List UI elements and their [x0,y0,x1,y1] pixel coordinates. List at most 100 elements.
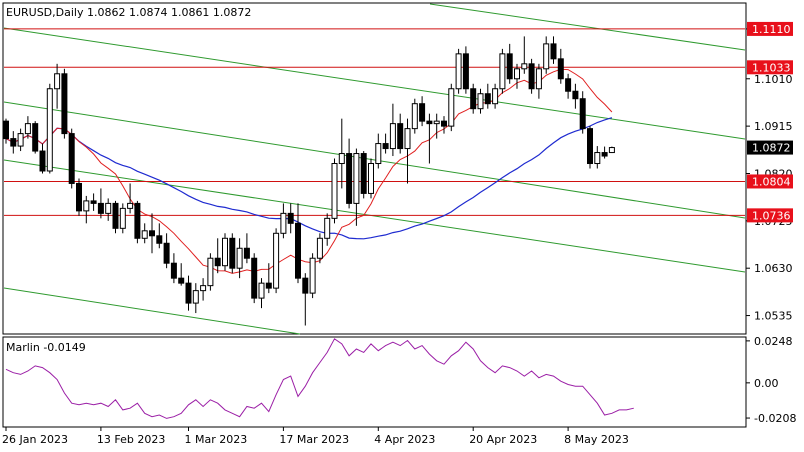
level-badge-label: 1.1110 [752,23,791,36]
candle [397,113,404,154]
candle [411,98,418,134]
candle-body [200,285,207,292]
candle [521,36,528,74]
candle-body [419,103,426,122]
indicator-tick-label: 0.0248 [754,335,793,348]
candle [492,83,499,109]
candle-body [433,120,440,125]
candle [543,36,550,74]
candle [484,83,491,109]
candle [76,178,82,216]
candle-body [608,147,615,154]
candle [295,203,301,284]
candle-body [426,120,433,125]
candle [10,131,17,154]
candle-body [243,247,250,259]
time-tick-label: 8 May 2023 [564,433,629,446]
level-badge: 1.1110 [747,21,793,36]
candle-body [477,93,484,110]
candle [97,188,104,219]
chart-title: EURUSD,Daily 1.0862 1.0874 1.0861 1.0872 [6,6,251,19]
candle [149,213,155,254]
candle-body [265,282,272,289]
candle [608,146,615,154]
candle [441,116,447,134]
candle [200,278,207,301]
price-axis: 1.11101.10101.09151.08201.07251.06301.05… [746,21,796,425]
candle [514,63,520,89]
candle [127,183,134,214]
candle-body [170,262,177,279]
candle-body [324,217,331,239]
candle [433,113,440,139]
candle [316,233,323,264]
candle [419,96,426,127]
candle-body [565,78,572,92]
time-tick-label: 17 Mar 2023 [279,433,349,446]
level-badge: 1.0804 [747,174,793,189]
channel-line [3,101,746,219]
candle-body [149,230,155,237]
candle-body [594,152,601,165]
candle [273,228,280,294]
candle-body [258,282,265,299]
time-tick-label: 1 Mar 2023 [185,433,248,446]
candle-body [587,128,593,165]
candle [462,46,469,94]
candle-body [492,88,499,105]
channel-line [3,27,746,140]
candle [156,223,163,249]
candle [163,233,170,269]
candle [236,238,243,279]
candle [222,233,228,271]
candle-body [404,128,411,150]
candle [477,88,484,114]
candle [404,118,411,184]
candle [601,146,608,159]
candle [338,118,345,189]
candle [54,63,61,109]
time-axis: 26 Jan 2023 13 Feb 2023 1 Mar 2023 17 Mar 2… [2,427,629,446]
level-badge-bg [747,21,793,36]
candle-body [273,232,280,289]
candle-body [331,163,338,219]
candle-body [368,163,374,194]
channel-line [3,287,301,335]
candle [360,151,367,199]
candle-body [17,133,24,147]
candle-body [550,43,557,60]
candle [229,233,236,274]
price-tick-label: 1.0535 [754,310,793,323]
candle-body [178,277,185,284]
candle [258,278,265,309]
candle-body [441,120,447,127]
candle-body [156,235,163,244]
candle-body [360,153,367,194]
candle-body [346,153,353,204]
candle-body [462,53,469,90]
candle-body [309,257,316,294]
candle [426,113,433,164]
candle [3,118,9,144]
candle-body [97,202,104,214]
candle-body [54,73,61,90]
candle-body [141,230,148,239]
candle [499,48,506,94]
candle [557,48,564,84]
candle [550,36,557,64]
candle [243,233,250,264]
indicator-tick-label: -0.0208 [754,412,796,425]
candle [535,63,542,99]
moving-average-lines [5,68,613,274]
candle [32,121,39,154]
candle [134,200,141,244]
candle [280,203,287,239]
candle [207,253,214,291]
candle [353,148,360,226]
candle-body [24,123,31,135]
price-tick-label: 1.0630 [754,262,793,275]
candle-body [382,143,389,150]
candle-body [251,257,258,299]
